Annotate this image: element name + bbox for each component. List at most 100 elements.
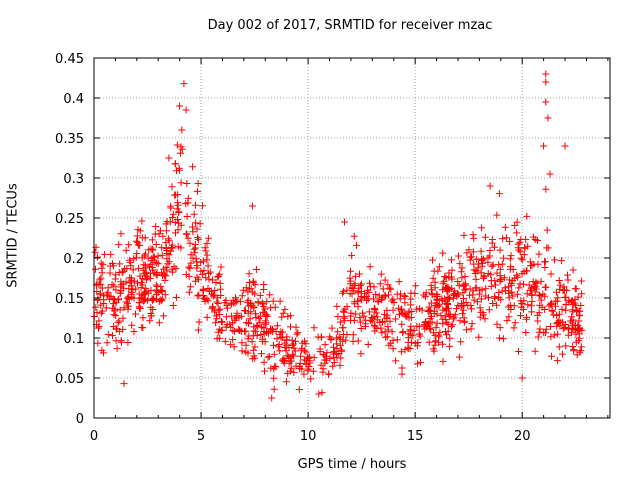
data-point [364, 295, 372, 303]
data-point [222, 296, 230, 304]
data-point [361, 323, 369, 330]
data-point [383, 333, 391, 341]
data-point [183, 180, 191, 187]
data-point [271, 303, 279, 311]
data-point [250, 327, 258, 335]
data-point [330, 343, 337, 351]
data-point [270, 350, 278, 358]
data-point [230, 343, 238, 351]
data-point [197, 258, 205, 266]
data-point [427, 299, 435, 307]
data-point [333, 344, 341, 352]
data-point [389, 336, 397, 344]
data-point [500, 254, 508, 262]
data-point [555, 343, 563, 351]
data-point [481, 315, 489, 323]
data-point [389, 295, 397, 303]
data-point [162, 220, 170, 228]
data-point [270, 341, 277, 349]
data-point [172, 265, 180, 273]
data-point [177, 221, 185, 229]
data-point [194, 326, 202, 334]
data-point [436, 328, 444, 336]
data-point [202, 247, 210, 255]
data-point [294, 329, 302, 337]
data-point [441, 295, 449, 303]
data-point [535, 250, 543, 258]
data-point [171, 160, 179, 168]
data-point [193, 225, 201, 233]
data-point [101, 250, 109, 258]
data-point [407, 314, 415, 322]
data-point [98, 346, 106, 354]
data-point [268, 394, 276, 402]
data-point [493, 301, 501, 309]
data-point [155, 319, 163, 327]
data-point [575, 334, 583, 342]
data-point [270, 385, 278, 393]
data-point [169, 302, 177, 309]
data-point [454, 278, 462, 285]
data-point [279, 309, 287, 317]
data-point [292, 362, 300, 370]
data-point [174, 216, 181, 223]
data-point [377, 270, 385, 278]
data-point [152, 281, 160, 289]
data-point [152, 295, 160, 303]
data-point [429, 274, 437, 282]
data-point [541, 258, 548, 266]
data-point [427, 281, 435, 289]
data-point [106, 262, 114, 270]
data-point [511, 222, 519, 229]
data-point [253, 321, 261, 329]
data-point [537, 277, 545, 285]
data-point [139, 314, 147, 322]
data-point [515, 284, 523, 292]
data-point [125, 241, 133, 249]
data-point [328, 324, 336, 332]
data-point [554, 319, 562, 327]
data-point [500, 274, 508, 282]
data-point [550, 331, 558, 339]
data-point [405, 309, 413, 317]
data-point [138, 217, 146, 225]
data-point [124, 339, 132, 346]
data-point [92, 303, 100, 311]
data-point [440, 277, 448, 285]
data-point [135, 264, 143, 272]
data-point [165, 154, 173, 162]
data-point [238, 339, 246, 347]
data-point [126, 258, 134, 266]
data-point [106, 269, 114, 277]
data-point [115, 241, 123, 249]
data-point [503, 317, 511, 325]
data-point [96, 276, 104, 284]
data-point [129, 266, 137, 274]
data-point [577, 302, 585, 309]
data-point [478, 286, 486, 294]
data-point [154, 260, 162, 268]
data-point [228, 312, 236, 320]
data-point [132, 237, 140, 245]
data-point [401, 310, 409, 318]
data-point [461, 280, 469, 288]
data-point [478, 257, 486, 264]
data-point [513, 290, 521, 298]
y-tick-label: 0 [76, 412, 84, 427]
data-point [467, 325, 475, 333]
data-point [446, 334, 454, 342]
data-point [469, 291, 477, 299]
data-point [116, 289, 124, 297]
data-point [242, 341, 250, 349]
data-point [195, 291, 203, 299]
data-point [286, 367, 294, 375]
data-point [94, 253, 101, 261]
data-point [97, 309, 105, 317]
data-point [496, 246, 504, 254]
data-point [256, 312, 264, 320]
data-point [495, 190, 503, 198]
data-point [472, 275, 480, 283]
data-point [117, 337, 125, 345]
data-point [282, 347, 290, 355]
